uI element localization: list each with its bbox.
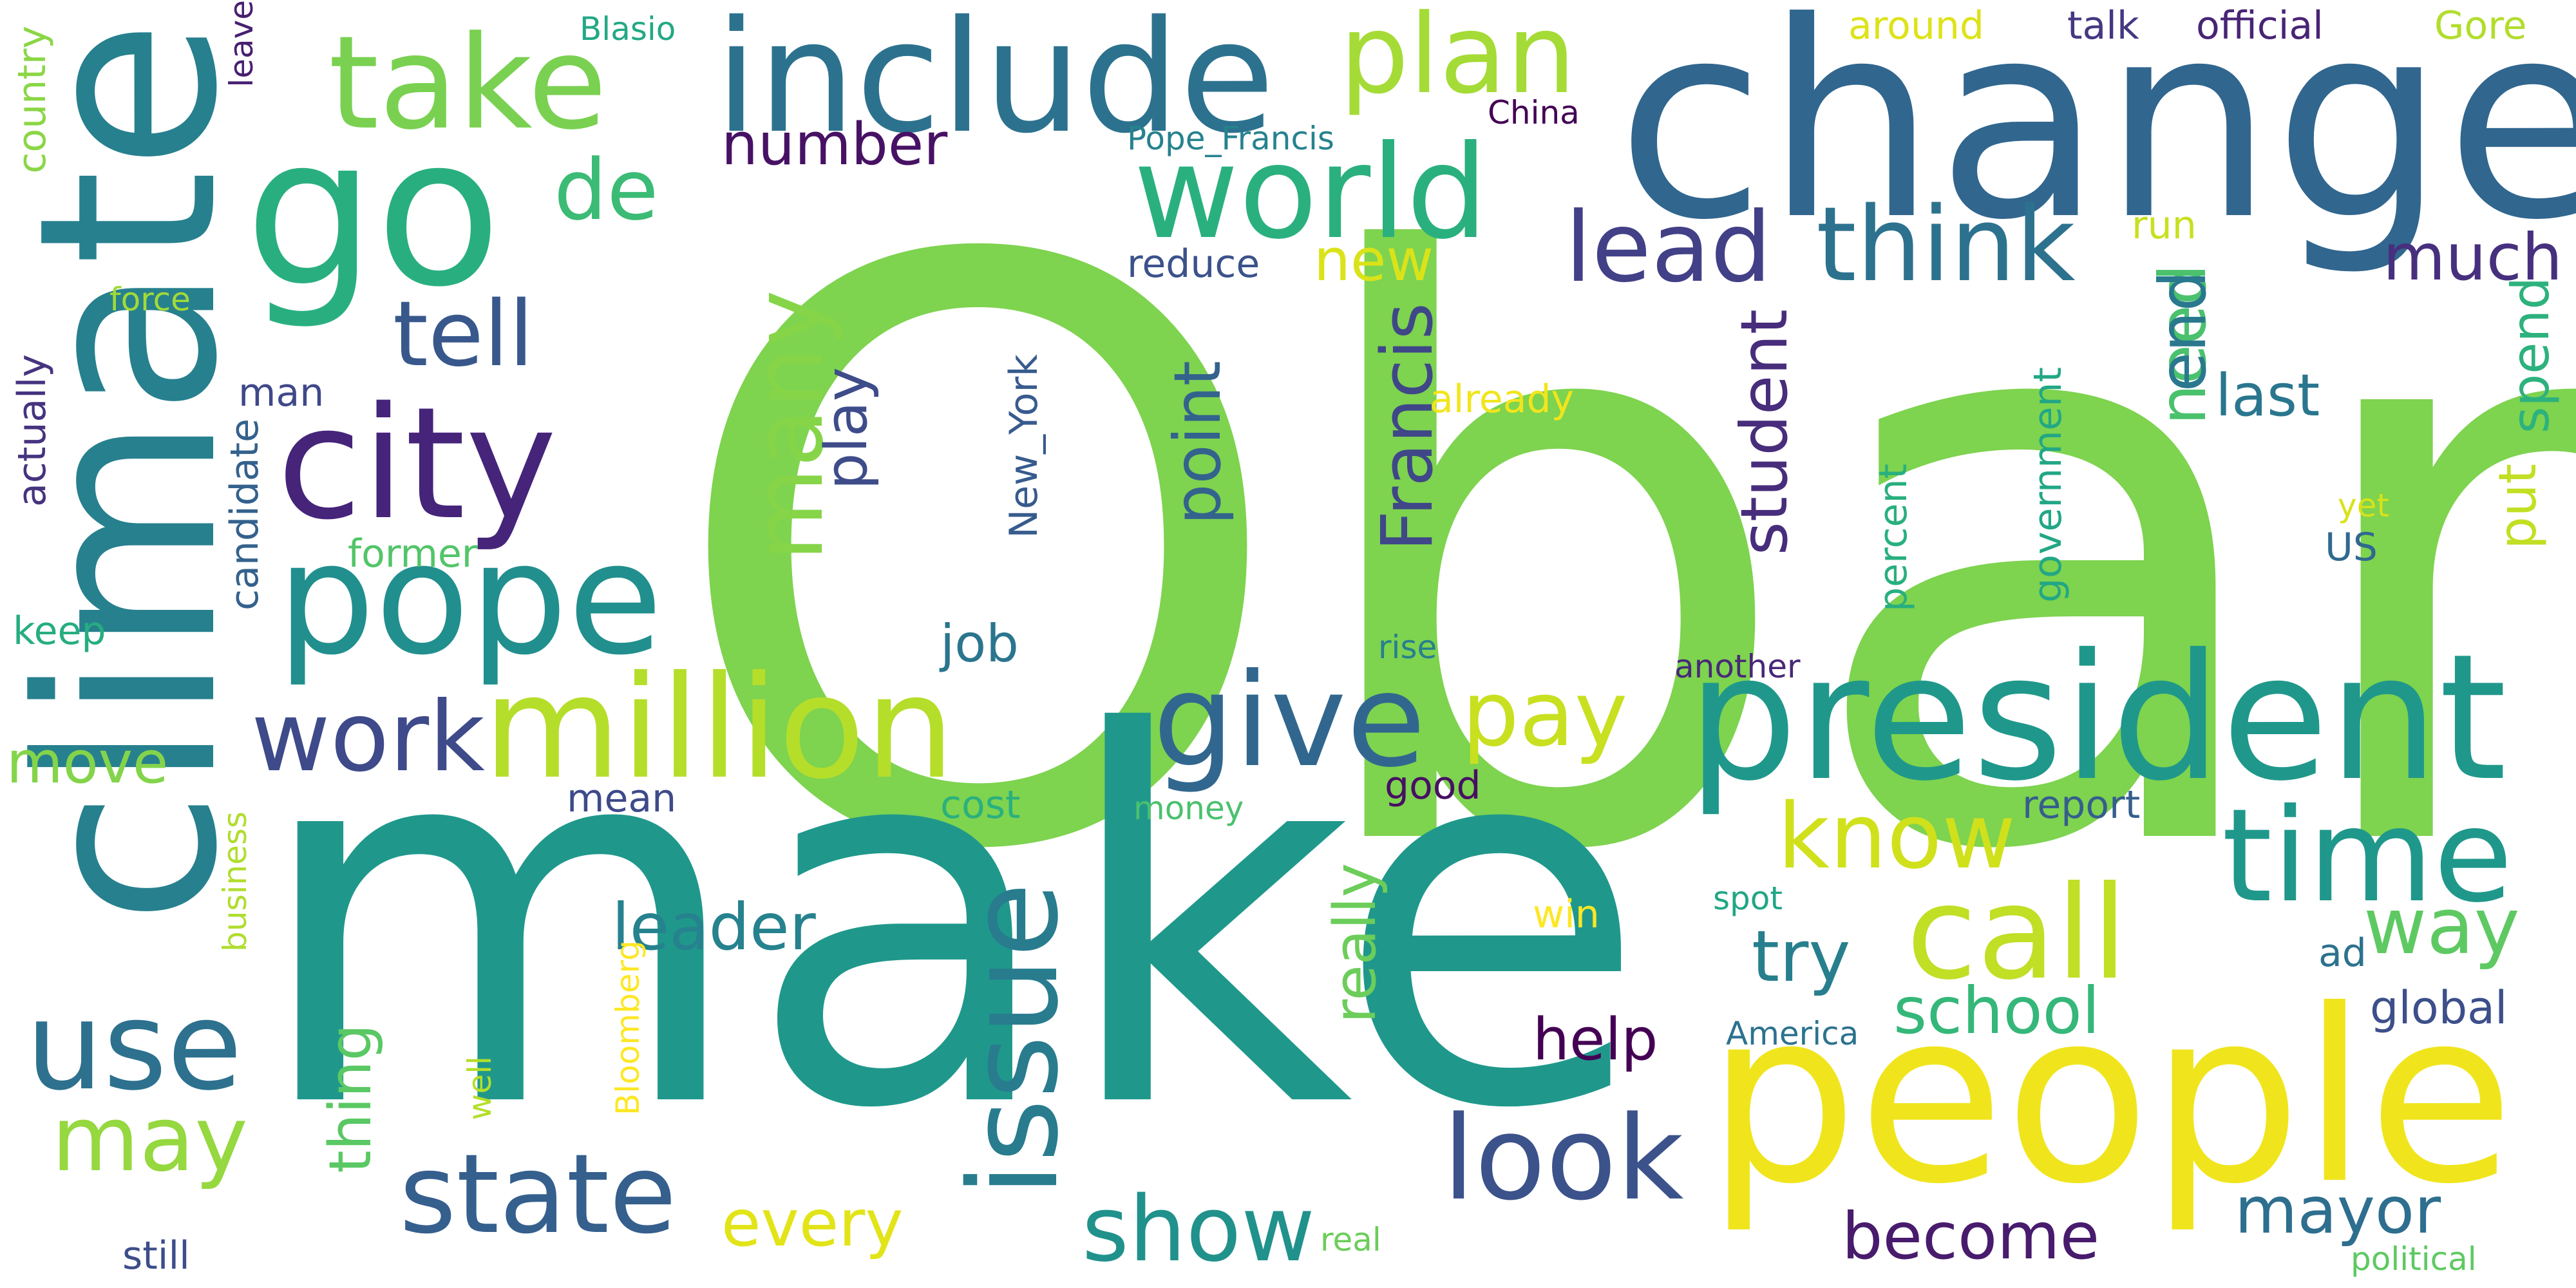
word-blasio: Blasio: [580, 10, 676, 48]
word-every: every: [721, 1186, 904, 1261]
word-may: may: [52, 1087, 249, 1192]
word-million: million: [483, 645, 955, 810]
word-change: change: [1616, 0, 2576, 279]
word-leader: leader: [612, 889, 816, 965]
word-last: last: [2215, 362, 2320, 430]
word-thing: thing: [317, 1024, 384, 1173]
word-people: people: [1707, 960, 2515, 1236]
word-francis: Francis: [1366, 303, 1448, 551]
word-spend: spend: [2501, 277, 2561, 434]
word-move: move: [6, 729, 169, 797]
word-pope: pope: [277, 509, 663, 689]
word-well: well: [461, 1056, 498, 1121]
word-much: much: [2383, 220, 2563, 295]
word-include: include: [715, 0, 1275, 167]
word-talk: talk: [2067, 3, 2139, 48]
word-issue: issue: [943, 882, 1085, 1197]
word-real: real: [1320, 1221, 1381, 1258]
word-go: go: [245, 93, 502, 332]
word-already: already: [1430, 377, 1575, 422]
word-government: government: [2025, 367, 2070, 603]
word-keep: keep: [13, 609, 106, 654]
word-number: number: [721, 111, 948, 178]
word-school: school: [1893, 973, 2100, 1048]
word-pope-francis: Pope_Francis: [1127, 120, 1334, 157]
word-win: win: [1533, 892, 1600, 937]
word-cost: cost: [940, 782, 1021, 828]
word-president: president: [1687, 616, 2507, 819]
word-man: man: [238, 370, 325, 415]
word-candidate: candidate: [222, 419, 267, 611]
word-another: another: [1674, 648, 1801, 685]
word-take: take: [328, 8, 607, 158]
word-use: use: [26, 975, 243, 1117]
word-global: global: [2370, 981, 2508, 1034]
word-city: city: [277, 374, 557, 554]
word-america: America: [1726, 1015, 1859, 1052]
word-mean: mean: [567, 776, 677, 821]
word-new-york: New_York: [1001, 354, 1046, 538]
word-play: play: [813, 367, 880, 490]
word-end: end: [2145, 270, 2221, 392]
word-know: know: [1777, 784, 2016, 889]
word-former: former: [348, 531, 478, 576]
word-report: report: [2022, 782, 2141, 828]
word-work: work: [251, 681, 485, 793]
word-bloomberg: Bloomberg: [609, 940, 647, 1115]
word-make: make: [251, 628, 1649, 1220]
word-look: look: [1443, 1092, 1684, 1226]
word-us: US: [2325, 525, 2378, 570]
word-china: China: [1488, 94, 1580, 131]
word-run: run: [2132, 203, 2197, 248]
word-force: force: [109, 281, 191, 318]
word-plan: plan: [1340, 0, 1577, 118]
word-leave: leave: [223, 0, 260, 88]
word-way: way: [2363, 882, 2520, 972]
word-money: money: [1133, 790, 1244, 827]
word-gore: Gore: [2434, 3, 2527, 48]
word-spot: spot: [1713, 880, 1783, 917]
word-try: try: [1752, 915, 1851, 998]
word-around: around: [1848, 3, 1984, 48]
word-yet: yet: [2338, 487, 2389, 524]
word-world: world: [1133, 118, 1488, 268]
word-good: good: [1385, 763, 1481, 808]
word-still: still: [122, 1233, 190, 1278]
word-put: put: [2488, 464, 2548, 549]
word-call: call: [1906, 858, 2128, 1009]
word-show: show: [1082, 1177, 1315, 1282]
word-percent: percent: [1871, 464, 1916, 612]
word-actually: actually: [10, 354, 55, 507]
word-de: de: [554, 141, 659, 239]
word-official: official: [2196, 3, 2324, 48]
word-student: student: [1727, 309, 1802, 556]
word-country: country: [10, 26, 55, 174]
word-rise: rise: [1378, 629, 1437, 666]
word-pay: pay: [1462, 662, 1628, 767]
word-help: help: [1533, 1006, 1658, 1074]
word-tell: tell: [393, 282, 534, 387]
word-job: job: [940, 614, 1019, 674]
word-state: state: [399, 1131, 677, 1258]
word-lead: lead: [1565, 192, 1772, 304]
word-think: think: [1816, 184, 2076, 305]
word-really: really: [1321, 863, 1389, 1023]
word-point: point: [1160, 361, 1235, 526]
word-mayor: mayor: [2235, 1173, 2441, 1248]
word-time: time: [2222, 781, 2513, 931]
word-give: give: [1153, 646, 1426, 796]
word-political: political: [2351, 1240, 2477, 1278]
word-ad: ad: [2318, 931, 2367, 976]
word-become: become: [1842, 1198, 2100, 1274]
word-new: new: [1314, 227, 1434, 294]
word-business: business: [216, 811, 254, 952]
word-reduce: reduce: [1127, 242, 1260, 287]
